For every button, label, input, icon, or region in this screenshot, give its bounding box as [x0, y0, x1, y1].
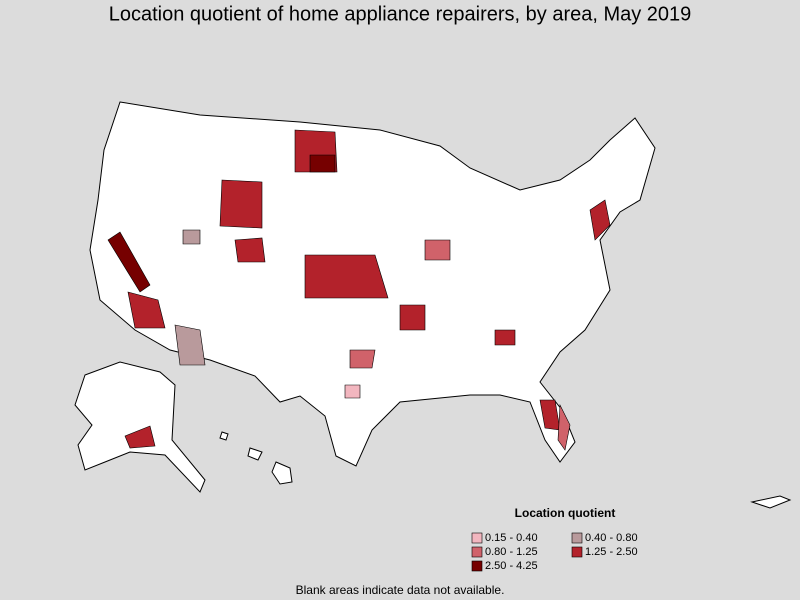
- legend-swatch: [571, 532, 583, 544]
- legend-swatch: [471, 546, 483, 558]
- area: [589, 199, 611, 241]
- legend-swatch: [571, 546, 583, 558]
- area: [127, 291, 166, 329]
- area: [344, 384, 361, 399]
- legend: Location quotient 0.15 - 0.40 0.40 - 0.80…: [471, 506, 638, 572]
- area: [124, 425, 156, 449]
- legend-label: 0.15 - 0.40: [485, 532, 538, 544]
- map-title: Location quotient of home appliance repa…: [109, 3, 692, 25]
- legend-label: 0.80 - 1.25: [485, 546, 538, 558]
- area: [174, 324, 206, 366]
- area: [309, 154, 336, 173]
- area: [424, 239, 451, 261]
- area: [349, 349, 376, 369]
- area: [219, 179, 263, 229]
- area: [399, 304, 426, 331]
- hawaii: [271, 461, 293, 485]
- areas: [107, 129, 611, 451]
- area: [107, 231, 151, 293]
- legend-swatch: [471, 532, 483, 544]
- legend-title: Location quotient: [515, 506, 616, 520]
- hawaii: [247, 447, 263, 461]
- hawaii: [219, 431, 229, 441]
- legend-label: 0.40 - 0.80: [585, 532, 638, 544]
- area: [304, 254, 389, 299]
- area: [234, 237, 266, 263]
- area: [494, 329, 516, 346]
- area: [182, 229, 201, 245]
- alaska: [74, 361, 206, 493]
- puerto-rico: [750, 495, 792, 509]
- legend-label: 1.25 - 2.50: [585, 546, 638, 558]
- footnote: Blank areas indicate data not available.: [296, 583, 505, 597]
- legend-swatch: [471, 560, 483, 572]
- area: [557, 403, 571, 451]
- legend-label: 2.50 - 4.25: [485, 560, 538, 572]
